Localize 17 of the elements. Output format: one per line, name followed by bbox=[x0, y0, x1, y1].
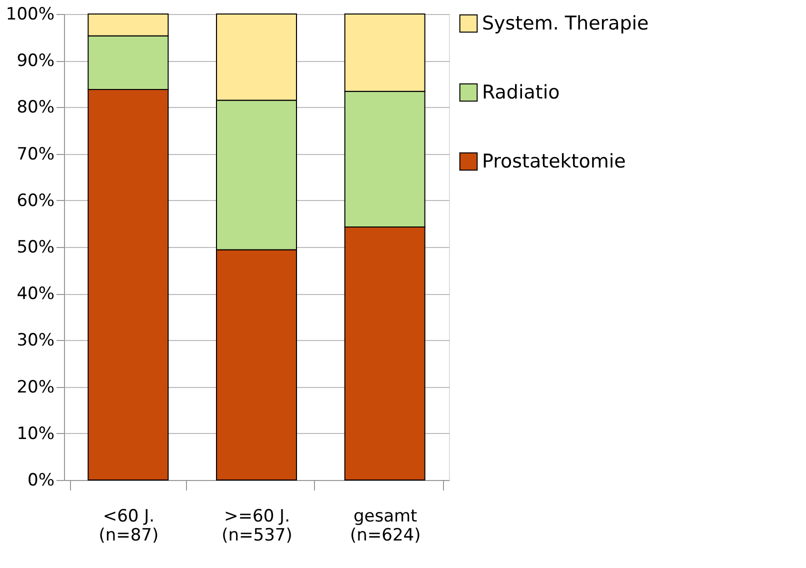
legend-label: Prostatektomie bbox=[482, 150, 626, 172]
y-tick-label: 90% bbox=[16, 51, 54, 72]
x-tick-label: >=60 J. (n=537) bbox=[222, 506, 292, 546]
y-tick-label: 100% bbox=[6, 4, 54, 24]
y-tick-label: 10% bbox=[16, 424, 54, 444]
legend-label: System. Therapie bbox=[482, 12, 649, 34]
y-tick-label: 80% bbox=[16, 98, 54, 118]
y-tick-label: 70% bbox=[16, 144, 54, 164]
y-tick-label: 20% bbox=[16, 377, 54, 398]
y-tick-label: 30% bbox=[16, 330, 54, 351]
y-tick-label: 40% bbox=[16, 284, 54, 304]
legend-label: Radiatio bbox=[482, 82, 560, 104]
x-tick-label: gesamt (n=624) bbox=[350, 506, 421, 546]
x-tick-label: <60 J. (n=87) bbox=[98, 506, 159, 546]
y-tick-label: 50% bbox=[16, 238, 54, 258]
y-tick-label: 0% bbox=[28, 470, 54, 490]
y-tick-label: 60% bbox=[16, 190, 54, 211]
